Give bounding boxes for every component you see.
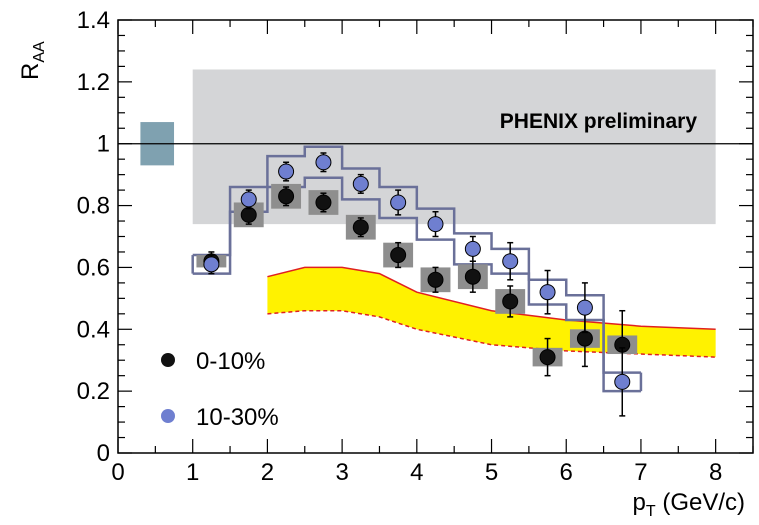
data-point-0-10: [240, 206, 257, 223]
legend-marker-10-30: [161, 409, 175, 423]
data-point-10-30: [352, 175, 369, 192]
legend-label-10-30: 10-30%: [196, 404, 279, 431]
axes-layer: 0 1 2 3 4 5 6 7 8 0 0.2 0.4 0.6 0.8 1 1.2 1.4: [77, 7, 754, 486]
data-point-10-30: [203, 256, 220, 273]
x-tick-label: 1: [186, 459, 199, 486]
y-axis-title-main: R: [17, 63, 44, 80]
theory-upper-line: [267, 266, 716, 331]
data-point-10-30: [464, 240, 481, 257]
y-tick-label: 0: [97, 440, 110, 467]
y-axis-title: RAA: [17, 41, 48, 80]
y-tick-label: 1.4: [77, 7, 110, 34]
data-point-0-10: [502, 293, 519, 310]
y-tick-label: 0.6: [77, 254, 110, 281]
annotation-text: PHENIX preliminary: [500, 110, 698, 133]
step-outline-upper: [192, 145, 641, 374]
y-tick-label: 1.2: [77, 69, 110, 96]
x-tick-label: 8: [709, 459, 722, 486]
data-point-10-30: [315, 154, 332, 171]
legend-label-0-10: 0-10%: [196, 348, 265, 375]
global-uncertainty-band-layer: [140, 69, 716, 225]
data-point-0-10: [576, 330, 593, 347]
data-points-layer: [203, 152, 631, 417]
data-point-10-30: [502, 253, 519, 270]
data-point-0-10: [390, 247, 407, 264]
theory-band-layer: [267, 266, 716, 358]
data-point-0-10: [539, 349, 556, 366]
data-point-10-30: [576, 299, 593, 316]
legend-marker-0-10: [161, 353, 175, 367]
x-tick-label: 7: [634, 459, 647, 486]
x-tick-label: 4: [410, 459, 423, 486]
data-point-0-10: [427, 271, 444, 288]
step-outline-lower: [192, 176, 641, 393]
x-axis-title-sub: T: [646, 503, 656, 520]
data-point-10-30: [278, 163, 295, 180]
data-point-10-30: [427, 216, 444, 233]
y-tick-label: 0.4: [77, 316, 110, 343]
y-axis-title-sub: AA: [31, 41, 48, 63]
x-tick-label: 2: [261, 459, 274, 486]
x-axis-title: pT (GeV/c): [633, 489, 745, 520]
theory-band-fill: [267, 267, 716, 358]
data-point-10-30: [614, 373, 631, 390]
data-point-0-10: [352, 219, 369, 236]
data-point-10-30: [240, 191, 257, 208]
y-tick-label: 0.8: [77, 193, 110, 220]
x-axis-title-main: p: [633, 489, 646, 516]
data-point-0-10: [278, 188, 295, 205]
data-point-10-30: [390, 194, 407, 211]
x-tick-label: 5: [485, 459, 498, 486]
x-axis-title-unit: (GeV/c): [656, 489, 745, 516]
data-point-10-30: [539, 284, 556, 301]
data-point-0-10: [315, 194, 332, 211]
x-tick-label: 3: [335, 459, 348, 486]
step-outline-layer: [191, 145, 643, 393]
x-tick-label: 0: [111, 459, 124, 486]
x-tick-label: 6: [560, 459, 573, 486]
y-tick-label: 0.2: [77, 378, 110, 405]
data-point-0-10: [464, 268, 481, 285]
y-tick-label: 1: [97, 131, 110, 158]
